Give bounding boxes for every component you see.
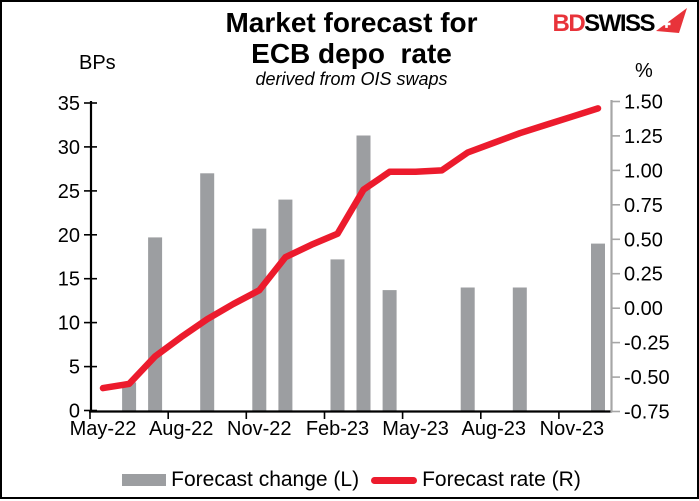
legend-bar-swatch	[122, 474, 167, 486]
left-tick-label: 20	[58, 225, 80, 247]
logo-text-swiss: SWISS	[584, 10, 655, 37]
x-tick-label: Nov-22	[227, 418, 291, 440]
bar-Mar-23	[356, 135, 371, 411]
chart-title-line2: ECB depo rate	[251, 38, 452, 69]
x-tick-label: May-22	[70, 418, 137, 440]
bar-Sep-22	[200, 173, 215, 411]
right-tick-label: -0.50	[624, 367, 670, 389]
legend-item-forecast-change: Forecast change (L)	[122, 468, 359, 492]
left-tick-label: 5	[69, 357, 80, 379]
legend-item-forecast-rate: Forecast rate (R)	[371, 468, 581, 492]
right-tick-label: 1.00	[624, 160, 663, 182]
forecast-rate-line	[99, 105, 602, 392]
legend-line-swatch	[371, 476, 418, 484]
x-tick-label: May-23	[382, 418, 449, 440]
left-tick-label: 15	[58, 269, 80, 291]
bar-Jul-22	[148, 237, 163, 411]
right-tick-label: -0.25	[624, 333, 670, 355]
logo-arrow-icon	[656, 8, 687, 33]
x-tick-label: Aug-23	[462, 418, 527, 440]
x-tick-label: Nov-23	[540, 418, 604, 440]
right-tick-label: 0.25	[624, 264, 663, 286]
right-tick-label: 1.50	[624, 92, 663, 114]
legend-line-label: Forecast rate (R)	[422, 468, 581, 491]
bdswiss-logo: BDSWISS	[552, 8, 688, 38]
bar-Feb-23	[330, 259, 345, 411]
right-tick-label: 0.00	[624, 298, 663, 320]
title-block: Market forecast for ECB depo rate derive…	[2, 7, 699, 90]
bar-Sep-23	[512, 287, 527, 411]
bar-Nov-22	[252, 228, 267, 411]
left-tick-label: 35	[58, 93, 80, 115]
left-tick-label: 25	[58, 181, 80, 203]
right-tick-label: 0.50	[624, 229, 663, 251]
x-tick-label: Aug-22	[149, 418, 214, 440]
chart-title-line1: Market forecast for	[225, 7, 478, 38]
legend: Forecast change (L) Forecast rate (R)	[2, 468, 699, 492]
left-tick-label: 30	[58, 137, 80, 159]
bar-Dec-22	[278, 199, 293, 411]
right-tick-label: 0.75	[624, 195, 663, 217]
right-axis-unit-label: %	[635, 60, 653, 82]
legend-bar-label: Forecast change (L)	[171, 468, 360, 491]
logo-text: BDSWISS	[552, 10, 655, 38]
left-tick-label: 0	[69, 401, 80, 423]
bar-Dec-23	[591, 243, 605, 411]
left-tick-label: 10	[58, 313, 80, 335]
left-axis-unit-label: BPs	[79, 52, 116, 74]
right-tick-label: 1.25	[624, 126, 663, 148]
bar-Apr-23	[382, 290, 397, 411]
bar-Jun-22	[122, 382, 137, 411]
right-tick-label: -0.75	[624, 402, 670, 424]
chart-subtitle: derived from OIS swaps	[255, 69, 448, 89]
logo-text-bd: BD	[552, 10, 585, 37]
bar-Jul-23	[460, 287, 475, 411]
x-tick-label: Feb-23	[306, 418, 369, 440]
